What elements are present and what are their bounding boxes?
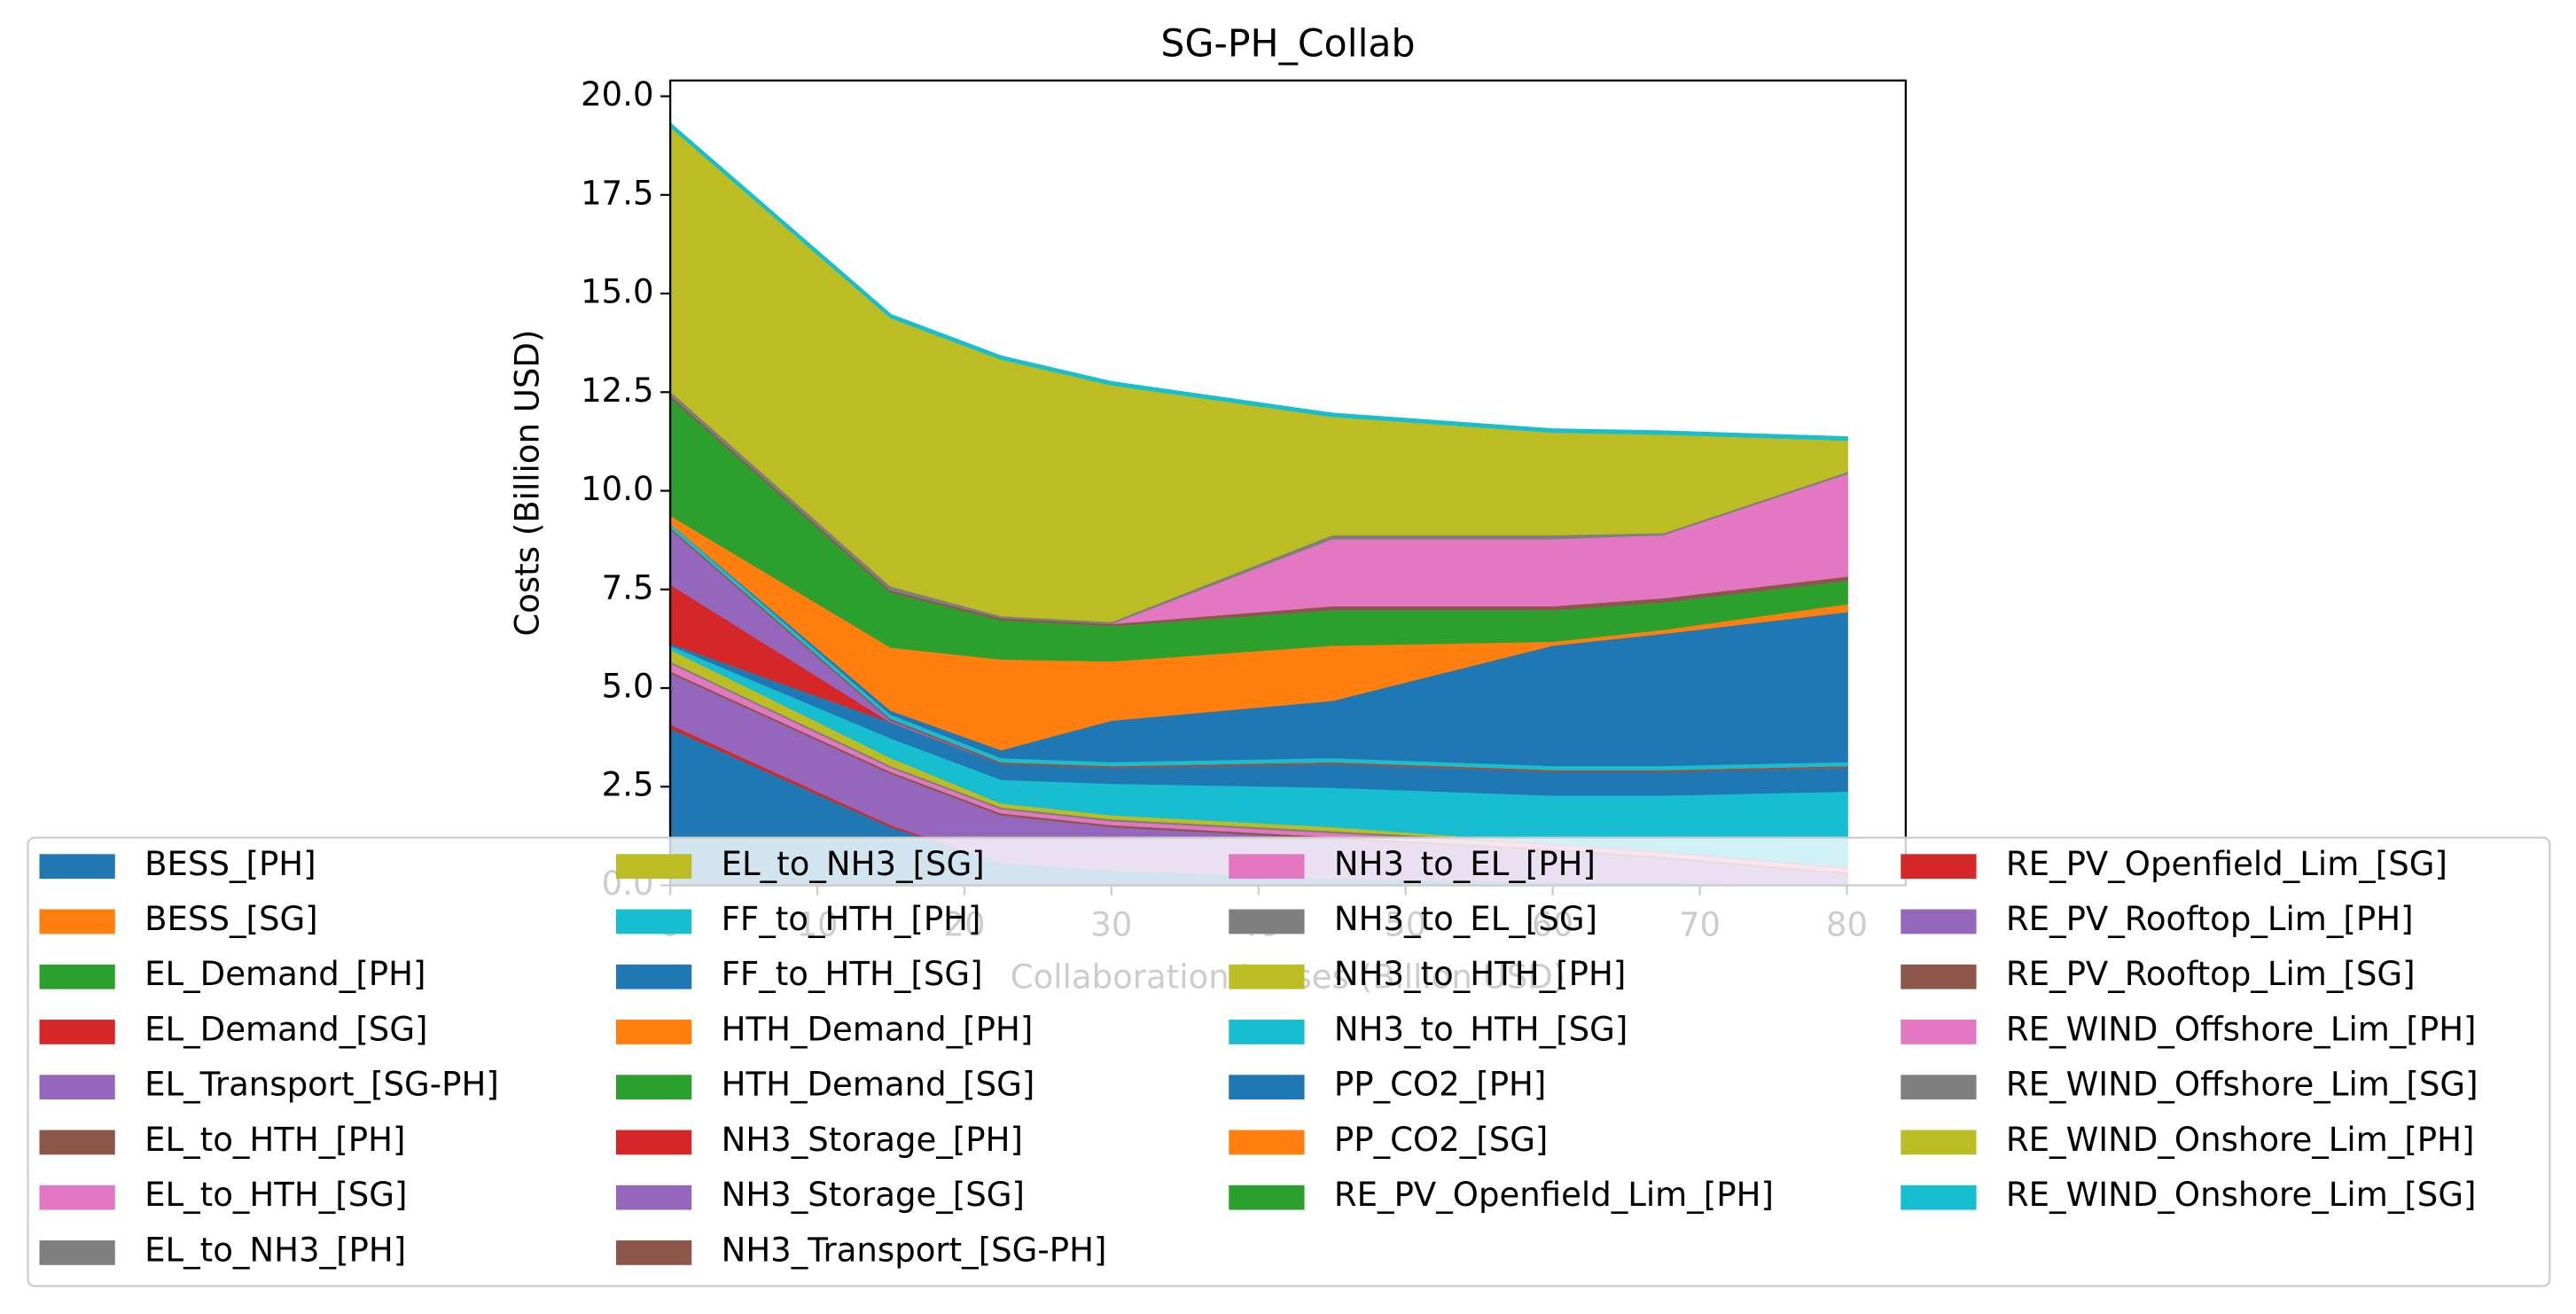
legend-label: FF_to_HTH_[SG] <box>722 955 983 993</box>
legend-label: NH3_to_EL_[SG] <box>1334 900 1597 938</box>
legend-swatch <box>615 909 692 935</box>
legend-label: RE_WIND_Onshore_Lim_[SG] <box>2006 1176 2477 1214</box>
legend-swatch <box>39 964 115 989</box>
legend-swatch <box>39 854 115 880</box>
legend-swatch <box>1229 1075 1305 1100</box>
legend-swatch <box>1901 909 1977 935</box>
legend-label: RE_WIND_Offshore_Lim_[PH] <box>2006 1011 2477 1049</box>
legend-frame <box>27 836 2551 1287</box>
y-tick-label: 7.5 <box>602 568 654 606</box>
y-tick-label: 5.0 <box>602 668 654 706</box>
legend-swatch <box>1229 854 1305 880</box>
legend-label: EL_to_HTH_[SG] <box>144 1176 407 1214</box>
legend-swatch <box>39 1130 115 1155</box>
legend-swatch <box>39 1185 115 1210</box>
legend-swatch <box>615 1020 692 1044</box>
legend-label: RE_WIND_Offshore_Lim_[SG] <box>2006 1066 2478 1104</box>
legend-swatch <box>615 1130 692 1155</box>
legend-label: PP_CO2_[SG] <box>1334 1121 1549 1159</box>
legend-label: NH3_to_EL_[PH] <box>1334 845 1596 883</box>
legend-label: NH3_Transport_[SG-PH] <box>722 1231 1107 1269</box>
legend-swatch <box>39 1075 115 1100</box>
legend-label: NH3_to_HTH_[PH] <box>1334 955 1626 993</box>
legend-swatch <box>615 1185 692 1210</box>
y-tick-label: 12.5 <box>581 372 654 410</box>
legend-label: EL_to_NH3_[PH] <box>144 1231 406 1269</box>
legend-swatch <box>39 909 115 935</box>
area <box>668 122 1848 442</box>
legend-swatch <box>1901 1185 1977 1210</box>
legend-label: EL_to_NH3_[SG] <box>722 845 985 883</box>
legend-swatch <box>615 1240 692 1265</box>
y-tick-label: 10.0 <box>581 470 654 508</box>
legend-label: EL_to_HTH_[PH] <box>144 1121 405 1159</box>
legend-label: NH3_Storage_[SG] <box>722 1176 1025 1214</box>
legend-label: RE_PV_Rooftop_Lim_[SG] <box>2006 955 2416 993</box>
y-axis-label: Costs (Billion USD) <box>508 330 546 637</box>
y-tick-label: 2.5 <box>602 766 654 804</box>
legend-swatch <box>1901 1020 1977 1044</box>
legend-swatch <box>1901 1130 1977 1155</box>
legend-label: NH3_Storage_[PH] <box>722 1121 1023 1159</box>
legend-swatch <box>615 964 692 989</box>
legend-label: EL_Demand_[SG] <box>144 1011 427 1049</box>
legend-label: EL_Demand_[PH] <box>144 955 425 993</box>
legend-swatch <box>1901 964 1977 989</box>
legend-swatch <box>1229 909 1305 935</box>
legend-label: NH3_to_HTH_[SG] <box>1334 1011 1628 1049</box>
legend-label: FF_to_HTH_[PH] <box>722 900 981 938</box>
legend-swatch <box>615 854 692 880</box>
legend-label: RE_PV_Openfield_Lim_[PH] <box>1334 1176 1774 1214</box>
chart-title: SG-PH_Collab <box>1160 21 1415 66</box>
y-tick-label: 17.5 <box>581 174 654 212</box>
legend-swatch <box>1901 1075 1977 1100</box>
y-tick-label: 15.0 <box>581 273 654 311</box>
legend-swatch <box>1229 1130 1305 1155</box>
legend-label: RE_PV_Openfield_Lim_[SG] <box>2006 845 2447 883</box>
legend-swatch <box>1229 1185 1305 1210</box>
legend-swatch <box>1901 854 1977 880</box>
legend-label: RE_PV_Rooftop_Lim_[PH] <box>2006 900 2414 938</box>
legend-label: RE_WIND_Onshore_Lim_[PH] <box>2006 1121 2475 1159</box>
legend-swatch <box>1229 964 1305 989</box>
legend-label: HTH_Demand_[SG] <box>722 1066 1035 1104</box>
legend-swatch <box>1229 1020 1305 1044</box>
legend-swatch <box>615 1075 692 1100</box>
legend-swatch <box>39 1240 115 1265</box>
legend-label: BESS_[PH] <box>144 845 316 883</box>
legend-label: EL_Transport_[SG-PH] <box>144 1066 499 1104</box>
legend-label: BESS_[SG] <box>144 900 318 938</box>
y-tick-label: 20.0 <box>581 75 654 113</box>
legend-label: HTH_Demand_[PH] <box>722 1011 1034 1049</box>
legend-label: PP_CO2_[PH] <box>1334 1066 1546 1104</box>
legend-swatch <box>39 1020 115 1044</box>
